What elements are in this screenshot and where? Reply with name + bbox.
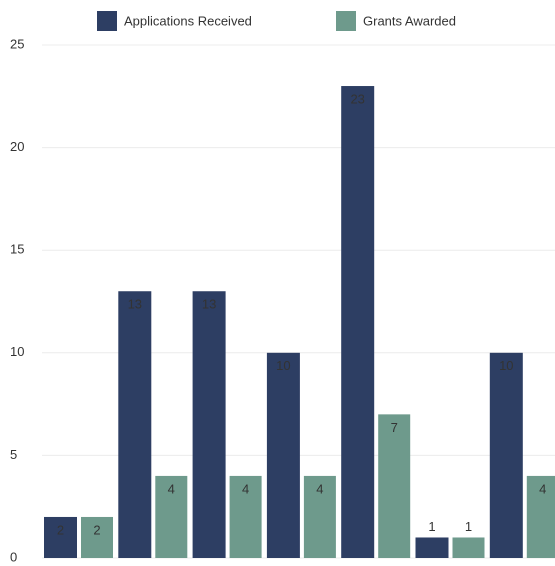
bar — [303, 475, 336, 558]
data-label: 4 — [168, 481, 175, 496]
y-tick-label: 0 — [10, 549, 17, 564]
bar — [526, 475, 555, 558]
bar — [489, 352, 523, 558]
legend-swatch — [336, 11, 356, 31]
bar — [452, 537, 485, 558]
y-tick-label: 10 — [10, 344, 24, 359]
legend-label: Applications Received — [124, 13, 252, 28]
data-label: 7 — [391, 420, 398, 435]
y-tick-label: 25 — [10, 36, 24, 51]
data-label: 2 — [93, 522, 100, 537]
bar — [118, 291, 152, 558]
data-label: 1 — [465, 519, 472, 534]
data-label: 10 — [276, 358, 290, 373]
data-label: 2 — [57, 522, 64, 537]
bar — [415, 537, 449, 558]
bar — [266, 352, 300, 558]
bar — [378, 414, 411, 558]
y-tick-label: 5 — [10, 447, 17, 462]
legend: Applications Received Grants Awarded — [97, 11, 456, 31]
data-label: 1 — [428, 519, 435, 534]
y-tick-label: 15 — [10, 242, 24, 257]
bar — [81, 516, 113, 558]
y-tick-label: 20 — [10, 139, 24, 154]
bar — [155, 475, 188, 558]
data-label: 4 — [539, 481, 546, 496]
data-label: 10 — [499, 358, 513, 373]
data-label: 13 — [202, 297, 216, 312]
bar — [229, 475, 262, 558]
bar — [192, 291, 226, 558]
data-label: 13 — [128, 297, 142, 312]
data-label: 4 — [316, 481, 323, 496]
bar — [44, 516, 77, 558]
bar — [341, 86, 375, 558]
data-label: 23 — [350, 91, 364, 106]
data-label: 4 — [242, 481, 249, 496]
legend-label: Grants Awarded — [363, 13, 456, 28]
legend-swatch — [97, 11, 117, 31]
